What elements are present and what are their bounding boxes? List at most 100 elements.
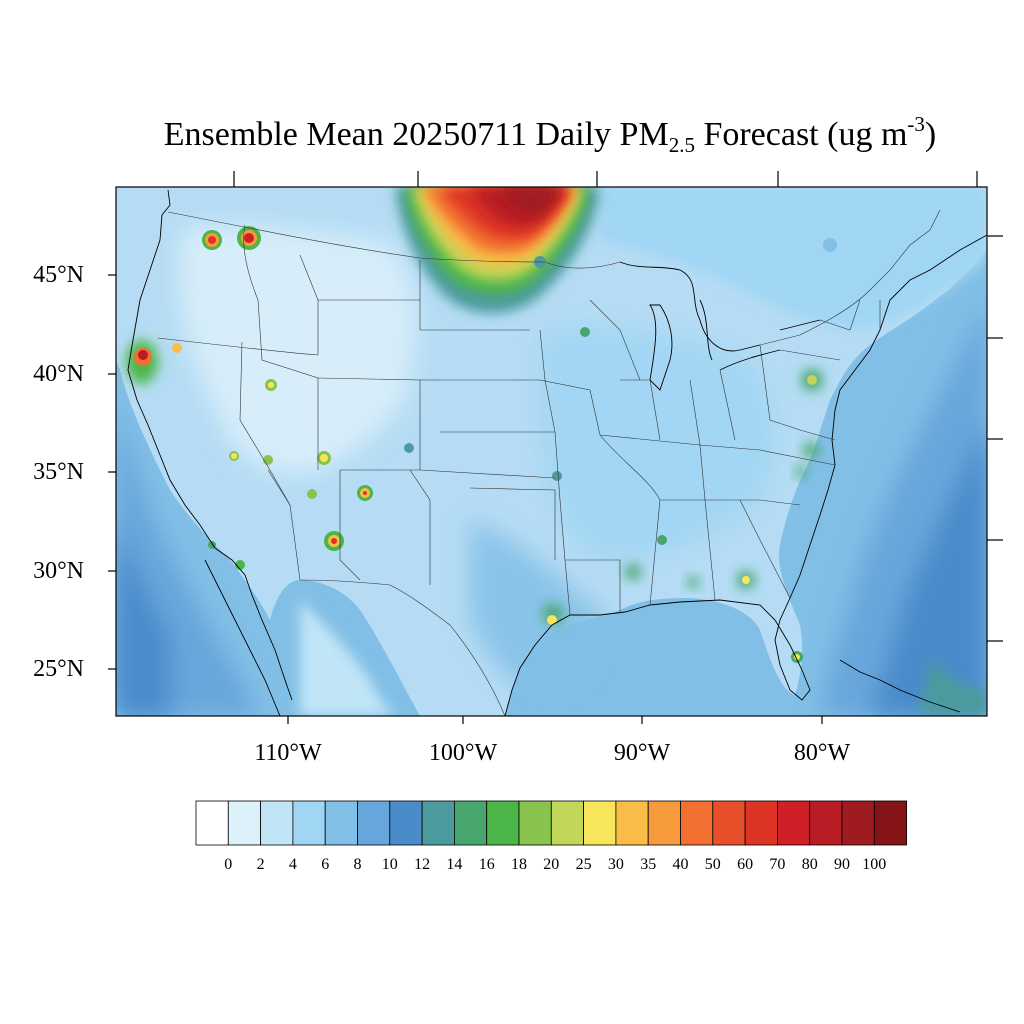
- hotspot-ar: [552, 471, 562, 481]
- hotspot-al: [687, 576, 699, 588]
- hotspot-la: [625, 564, 641, 580]
- lat-label-35n: 35°N: [33, 459, 84, 485]
- colorbar-box: [227, 800, 262, 846]
- colorbar-box: [777, 800, 811, 846]
- colorbar-tick-label: 2: [256, 856, 265, 873]
- pacific-deeper: [116, 520, 170, 716]
- coastlines: [127, 189, 987, 716]
- hotspot-or: [172, 343, 182, 353]
- plot-frame: [115, 186, 988, 717]
- colorbar-tick-label: 25: [575, 856, 592, 873]
- lon-label-110w: 110°W: [254, 740, 322, 766]
- central-medium: [540, 326, 774, 560]
- lake-erie: [719, 349, 781, 371]
- hotspot-sonora: [235, 560, 245, 570]
- colorbar-tick-label: 35: [640, 856, 657, 873]
- hotspot-nv: [229, 451, 239, 461]
- texas-medium: [470, 520, 608, 700]
- state-borders: [157, 209, 941, 716]
- lake-ontario: [779, 319, 821, 331]
- colorbar-tick-label: 50: [704, 856, 721, 873]
- colorbar-tick-label: 40: [672, 856, 689, 873]
- colorbar-box: [324, 800, 358, 846]
- colorbar-tick-label: 12: [414, 856, 431, 873]
- colorbar-tick-label: 100: [862, 856, 887, 873]
- us-mexico-border: [299, 579, 506, 716]
- lat-label-25n: 25°N: [33, 656, 84, 682]
- colorbar-box: [518, 800, 552, 846]
- colorbar-box: [292, 800, 326, 846]
- hotspot-wa-2: [237, 226, 261, 250]
- hotspot-wa-1: [202, 230, 222, 250]
- colorbar-box: [486, 800, 520, 846]
- us-canada-border: [167, 211, 546, 263]
- colorbar-tick-label: 6: [321, 856, 330, 873]
- lake-huron: [699, 299, 713, 361]
- fire-hotspots: [126, 226, 837, 663]
- colorbar-tick-label: 18: [511, 856, 527, 873]
- colorbar-box: [744, 800, 778, 846]
- great-lakes-outline: [619, 261, 761, 352]
- hotspot-ut-2: [263, 455, 273, 465]
- colorbar-tick-label: 90: [834, 856, 850, 873]
- colorbar-tick-label: 20: [543, 856, 560, 873]
- hotspot-az: [324, 531, 344, 551]
- hotspot-tx-core: [547, 615, 557, 625]
- hotspot-ga: [737, 571, 755, 589]
- hotspot-az-north: [307, 489, 317, 499]
- smoke-plume: [395, 187, 600, 314]
- hotspot-mn: [580, 327, 590, 337]
- colorbar-box: [873, 800, 907, 846]
- hotspot-va: [803, 442, 819, 458]
- gulf-atlantic-coast: [504, 234, 987, 716]
- west-light: [180, 225, 416, 474]
- colorbar-box: [357, 800, 391, 846]
- atlantic-deeper: [870, 420, 987, 716]
- lat-label-30n: 30°N: [33, 558, 84, 584]
- colorbar-tick-label: 60: [737, 856, 754, 873]
- lat-label-40n: 40°N: [33, 361, 84, 387]
- colorbar-box: [550, 800, 584, 846]
- colorbar-tick-label: 8: [353, 856, 362, 873]
- colorbar-box: [453, 800, 488, 846]
- lat-label-45n: 45°N: [33, 262, 84, 288]
- lon-label-80w: 80°W: [793, 740, 851, 766]
- colorbar-tick-label: 14: [446, 856, 463, 873]
- hotspot-ms: [657, 535, 667, 545]
- colorbar-box: [260, 800, 294, 846]
- colorbar-tick-label: 30: [607, 856, 624, 873]
- colorbar-tick-label: 70: [769, 856, 786, 873]
- colorbar-box: [647, 800, 681, 846]
- hotspot-id: [265, 379, 277, 391]
- map-plot-area: [116, 187, 987, 716]
- lon-label-90w: 90°W: [613, 740, 671, 766]
- baja-coast: [204, 559, 281, 716]
- colorbar-box: [421, 800, 455, 846]
- hotspot-ca-north: [126, 340, 158, 384]
- colorbar-box: [680, 800, 714, 846]
- colorbar-box: [809, 800, 843, 846]
- colorbar-box: [841, 800, 875, 846]
- colorbar-tick-label: 16: [478, 856, 495, 873]
- hotspot-ut: [317, 451, 331, 465]
- lon-label-100w: 100°W: [428, 740, 498, 766]
- hotspot-quebec: [823, 238, 837, 252]
- colorbar-box: [583, 800, 617, 846]
- colorbar-box: [195, 800, 229, 846]
- lake-michigan: [649, 304, 673, 391]
- canada-east-fill: [600, 187, 987, 330]
- hotspot-nc: [795, 466, 807, 478]
- hotspot-ks: [404, 443, 414, 453]
- colorbar-tick-label: 80: [801, 856, 818, 873]
- colorbar-box: [712, 800, 746, 846]
- colorbar-tick-label: 0: [224, 856, 233, 873]
- colorbar-tick-label: 10: [381, 856, 398, 873]
- axis-ticks: [108, 171, 1003, 724]
- hotspot-pa: [801, 369, 823, 391]
- colorbar-tick-label: 4: [288, 856, 297, 873]
- hotspot-co: [357, 485, 373, 501]
- cuba-coast: [839, 659, 961, 713]
- colorbar: [195, 800, 907, 846]
- or-ca-line: [157, 337, 319, 356]
